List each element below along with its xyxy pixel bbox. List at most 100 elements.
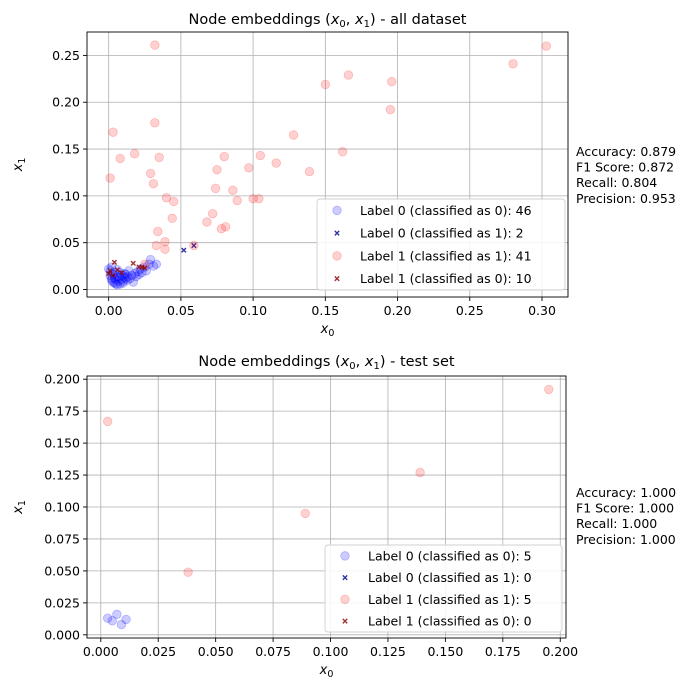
data-point — [105, 173, 115, 183]
data-point — [124, 266, 134, 276]
y-axis-label: x1 — [11, 500, 28, 515]
data-point — [121, 269, 131, 280]
data-point — [130, 260, 136, 266]
legend-label: Label 1 (classified as 1): 41 — [360, 248, 532, 263]
series-0 — [102, 609, 131, 630]
x-tick-label: 0.10 — [239, 303, 267, 318]
y-tick-label: 0.200 — [44, 372, 80, 387]
data-point — [255, 150, 266, 161]
data-point — [102, 416, 113, 427]
x-tick-label: 0.00 — [95, 303, 123, 318]
x-tick-label: 0.175 — [485, 644, 521, 659]
data-point — [111, 259, 118, 266]
legend: Label 0 (classified as 0): 5 Label 0 (cla… — [324, 544, 563, 633]
legend-label: Label 1 (classified as 0): 0 — [368, 614, 532, 629]
data-point — [145, 168, 156, 179]
data-point — [160, 237, 170, 247]
legend-marker — [332, 251, 342, 261]
data-point — [254, 193, 264, 204]
data-point — [122, 275, 133, 285]
legend-label: Label 1 (classified as 1): 5 — [368, 592, 532, 607]
data-point — [248, 193, 258, 204]
data-point — [115, 279, 125, 289]
data-point — [385, 105, 396, 115]
y-tick-label: 0.15 — [52, 142, 80, 157]
data-point — [121, 273, 131, 283]
legend-box — [316, 198, 566, 291]
data-point — [151, 259, 162, 269]
y-tick-label: 0.075 — [44, 531, 80, 546]
data-point — [129, 268, 140, 279]
y-tick-label: 0.150 — [44, 436, 80, 451]
data-point — [115, 153, 125, 164]
y-tick-label: 0.175 — [44, 404, 80, 419]
y-tick-label: 0.100 — [44, 500, 80, 515]
data-point — [125, 273, 136, 283]
data-point — [168, 196, 179, 207]
series-1 — [181, 242, 197, 253]
data-point — [105, 270, 112, 277]
metric-line: Recall: 0.804 — [576, 175, 657, 190]
metric-line: Accuracy: 1.000 — [576, 485, 676, 500]
x-tick-label: 0.050 — [198, 644, 234, 659]
data-point — [228, 185, 238, 195]
data-point — [189, 240, 199, 251]
series-2 — [105, 40, 552, 269]
data-point — [142, 265, 148, 271]
data-point — [127, 270, 137, 281]
data-point — [112, 280, 123, 290]
data-point — [118, 269, 125, 276]
chart-title: Node embeddings (x0, x1) - all dataset — [189, 12, 467, 30]
data-point — [541, 41, 552, 51]
series-2 — [102, 384, 554, 577]
metric-line: Precision: 0.953 — [576, 191, 676, 206]
data-point — [151, 240, 162, 251]
data-point — [415, 467, 425, 478]
legend-label: Label 0 (classified as 1): 2 — [360, 226, 524, 241]
data-point — [191, 242, 197, 249]
x-axis-label: x0 — [320, 322, 335, 339]
legend-marker — [342, 574, 348, 581]
data-point — [508, 59, 518, 69]
data-point — [183, 567, 193, 577]
legend-label: Label 0 (classified as 1): 0 — [368, 570, 532, 585]
chart-2: 0.000 0.025 0.050 0.075 0.100 0.125 0.150 0.175… — [11, 354, 676, 680]
series-3 — [105, 259, 148, 279]
x-tick-label: 0.20 — [384, 303, 412, 318]
data-point — [148, 178, 159, 189]
metric-line: Precision: 1.000 — [576, 532, 676, 547]
data-point — [129, 149, 140, 159]
y-tick-label: 0.05 — [52, 235, 80, 250]
legend-label: Label 0 (classified as 0): 46 — [360, 203, 532, 218]
legend-marker — [340, 594, 350, 605]
data-point — [128, 277, 138, 287]
y-tick-label: 0.25 — [52, 48, 80, 63]
x-tick-label: 0.05 — [167, 303, 195, 318]
x-tick-label: 0.075 — [255, 644, 291, 659]
metric-line: Recall: 1.000 — [576, 516, 657, 531]
x-tick-label: 0.125 — [370, 644, 406, 659]
x-tick-label: 0.025 — [140, 644, 176, 659]
data-point — [304, 166, 315, 177]
data-point — [145, 254, 156, 265]
data-point — [300, 508, 310, 519]
x-tick-label: 0.000 — [83, 644, 119, 659]
chart-title: Node embeddings (x0, x1) - test set — [198, 354, 454, 372]
legend-marker — [342, 618, 348, 624]
data-point — [119, 272, 130, 283]
data-point — [122, 271, 133, 282]
legend-label: Label 0 (classified as 0): 5 — [368, 548, 532, 563]
y-tick-label: 0.025 — [44, 595, 80, 610]
legend-marker — [332, 205, 342, 216]
data-point — [116, 619, 127, 630]
data-point — [107, 268, 113, 274]
data-point — [112, 609, 122, 620]
data-point — [220, 222, 231, 232]
data-point — [118, 276, 128, 286]
data-point — [288, 130, 299, 140]
x-tick-label: 0.15 — [311, 303, 339, 318]
data-point — [154, 152, 164, 163]
x-tick-label: 0.150 — [427, 644, 463, 659]
